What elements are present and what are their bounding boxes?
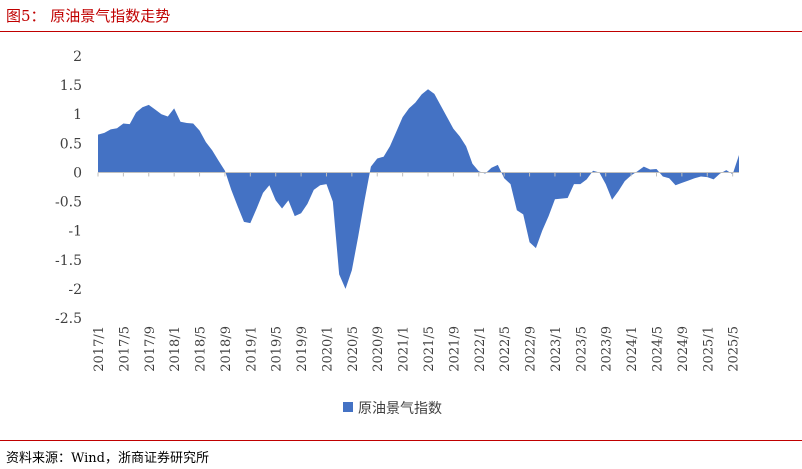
x-tick-label: 2022/9 — [524, 326, 539, 372]
header-rule — [0, 31, 802, 32]
y-tick-label: -2.5 — [55, 311, 82, 327]
x-tick-label: 2017/5 — [117, 326, 132, 372]
x-tick-label: 2019/1 — [244, 326, 259, 372]
y-tick-label: 1.5 — [60, 78, 82, 94]
x-tick-label: 2025/5 — [727, 326, 742, 372]
x-tick-label: 2018/1 — [168, 326, 183, 372]
y-tick-label: 1 — [73, 107, 82, 123]
x-axis: 2017/1 2017/5 2017/9 2018/1 2018/5 2018/9 2019… — [92, 172, 742, 372]
source-note: 资料来源：Wind，浙商证券研究所 — [6, 451, 209, 466]
x-tick-label: 2024/1 — [625, 326, 640, 372]
x-tick-label: 2018/5 — [194, 326, 209, 372]
legend: 原油景气指数 — [343, 401, 442, 417]
y-tick-label: 2 — [73, 49, 82, 65]
x-tick-label: 2022/1 — [473, 326, 488, 372]
x-tick-label: 2020/1 — [320, 326, 335, 372]
x-tick-label: 2021/1 — [397, 326, 412, 372]
x-tick-label: 2020/9 — [371, 326, 386, 372]
x-tick-label: 2019/9 — [295, 326, 310, 372]
x-tick-label: 2024/5 — [650, 326, 665, 372]
y-tick-label: -1.5 — [55, 253, 82, 269]
x-tick-label: 2023/1 — [549, 326, 564, 372]
y-tick-label: -2 — [68, 282, 82, 298]
x-tick-label: 2017/9 — [143, 326, 158, 372]
x-tick-label: 2021/9 — [447, 326, 462, 372]
x-tick-label: 2023/5 — [574, 326, 589, 372]
y-tick-label: 0.5 — [60, 136, 82, 152]
x-tick-label: 2020/5 — [346, 326, 361, 372]
y-tick-label: -0.5 — [55, 195, 82, 211]
x-tick-label: 2021/5 — [422, 326, 437, 372]
x-tick-label: 2023/9 — [600, 326, 615, 372]
x-tick-label: 2024/9 — [676, 326, 691, 372]
y-tick-label: 0 — [73, 165, 82, 181]
x-tick-label: 2019/5 — [270, 326, 285, 372]
legend-label: 原油景气指数 — [358, 401, 442, 417]
x-tick-label: 2022/5 — [498, 326, 513, 372]
y-tick-label: -1 — [68, 224, 82, 240]
x-tick-label: 2017/1 — [92, 326, 107, 372]
footer-rule — [0, 440, 802, 441]
x-tick-label: 2025/1 — [701, 326, 716, 372]
x-tick-label: 2018/9 — [219, 326, 234, 372]
area-chart: 21.510.50-0.5-1-1.5-2-2.5 2017/1 2017/5 20… — [55, 49, 742, 417]
y-axis: 2 1.5 1 0.5 0 -0.5 -1 -1.5 -2 -2.5 — [55, 49, 82, 327]
legend-swatch — [343, 402, 353, 412]
figure-title: 图5： 原油景气指数走势 — [6, 7, 171, 25]
series-area — [98, 89, 739, 289]
